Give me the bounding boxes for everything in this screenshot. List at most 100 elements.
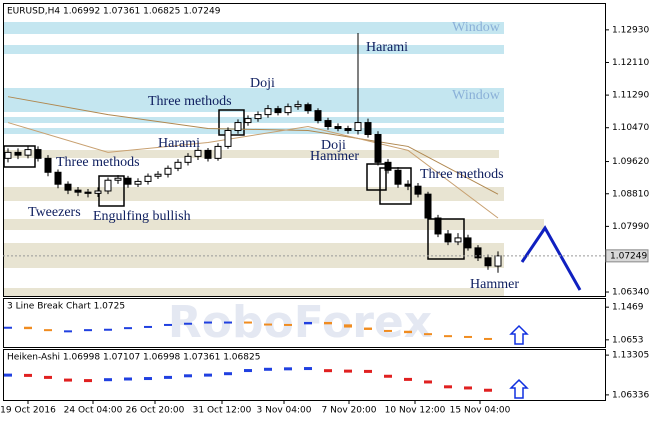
candle-body (174, 161, 182, 169)
line-break-brick (304, 321, 312, 325)
candle-body (204, 149, 212, 159)
candle-body (284, 106, 292, 114)
pattern-annotation: Hammer (310, 149, 359, 164)
candle-body (124, 177, 132, 185)
heiken-ashi-bar (284, 367, 292, 371)
line-break-brick (364, 327, 372, 330)
candle-body (254, 114, 262, 120)
heiken-ashi-bar (64, 378, 72, 382)
candle-body (44, 157, 52, 173)
heiken-ashi-bar (164, 375, 172, 379)
candle-body (24, 149, 32, 156)
x-tick-label: 19 Oct 2016 (0, 406, 56, 416)
pattern-annotation: Window (452, 20, 501, 35)
y-tick-label: 1.06336 (612, 390, 649, 400)
line-break-brick (204, 321, 212, 324)
candle-body (324, 120, 332, 128)
candle-body (274, 108, 282, 114)
candle-body (364, 122, 372, 135)
candle-body (314, 110, 322, 122)
moving-average (7, 96, 499, 195)
panel-title: 3 Line Break Chart 1.0725 (7, 302, 125, 312)
heiken-ashi-bar (264, 367, 272, 371)
x-tick-label: 10 Nov 12:00 (385, 406, 446, 416)
x-tick-label: 24 Oct 04:00 (64, 406, 123, 416)
line-break-brick (404, 330, 412, 334)
candle-body (454, 237, 462, 243)
candle-body (164, 167, 172, 175)
candle-body (304, 104, 312, 112)
x-tick-label: 15 Nov 04:00 (450, 406, 511, 416)
heiken-ashi-bar (124, 377, 132, 381)
y-tick-label: 1.11290 (612, 91, 649, 101)
line-break-brick (224, 321, 232, 324)
heiken-ashi-bar (224, 372, 232, 376)
y-tick-label: 1.13305 (612, 351, 649, 361)
pattern-annotation: Window (452, 88, 501, 103)
y-tick-label: 1.0653 (612, 335, 644, 345)
panel-title: EURUSD,H4 1.06992 1.07361 1.06825 1.0724… (7, 7, 221, 17)
candle-body (214, 145, 222, 159)
heiken-ashi-bar (324, 369, 332, 373)
line-break-brick (424, 333, 432, 336)
pattern-annotation: Three methods (148, 94, 232, 109)
line-break-brick (44, 329, 52, 332)
heiken-ashi-bar (44, 375, 52, 379)
current-price-box (605, 249, 649, 263)
candle-body (74, 189, 82, 193)
panel-title: Heiken-Ashi 1.06998 1.07107 1.06998 1.07… (7, 353, 260, 363)
candle-body (334, 126, 342, 130)
y-tick-label: 1.12110 (612, 58, 649, 68)
candle-body (104, 179, 112, 192)
heiken-ashi-bar (344, 369, 352, 373)
pattern-annotation: Hammer (470, 277, 519, 292)
pattern-annotation: Harami (158, 136, 200, 151)
line-break-brick (164, 323, 172, 326)
candle-body (54, 171, 62, 185)
line-break-brick (24, 326, 32, 330)
candle-body (414, 185, 422, 195)
heiken-ashi-bar (244, 369, 252, 373)
heiken-ashi-bar (304, 367, 312, 371)
pattern-annotation: Three methods (420, 167, 504, 182)
candle-body (394, 169, 402, 185)
line-break-brick (464, 335, 472, 338)
line-break-brick (64, 330, 72, 333)
candle-body (384, 161, 392, 171)
candle-body (144, 175, 152, 182)
candle-body (154, 173, 162, 177)
forecast-arrow (520, 225, 582, 291)
heiken-ashi-bar (424, 380, 432, 384)
heiken-ashi-bar (464, 386, 472, 390)
candle-body (94, 190, 102, 194)
heiken-ashi-bar (144, 377, 152, 381)
candle-body (404, 183, 412, 187)
pattern-annotation: Three methods (56, 155, 140, 170)
heiken-ashi-bar (364, 369, 372, 373)
candle-body (494, 255, 502, 267)
signal-arrows (509, 324, 529, 399)
candle-body (294, 104, 302, 108)
y-tick-label: 1.08810 (612, 189, 649, 199)
line-break-brick (444, 335, 452, 338)
line-break-brick (184, 322, 192, 325)
moving-average (7, 122, 499, 219)
y-tick-label: 1.1469 (612, 303, 644, 313)
heiken-ashi-bar (484, 388, 492, 392)
candle-body (434, 217, 442, 235)
candle-body (464, 237, 472, 249)
pattern-annotation: Doji (321, 138, 346, 153)
heiken-ashi-bar (444, 385, 452, 389)
candle-body (374, 133, 382, 163)
candle-body (84, 191, 92, 194)
y-tick-label: 1.10470 (612, 123, 649, 133)
pattern-annotation: Doji (250, 76, 275, 91)
heiken-ashi-bar (4, 373, 12, 377)
heiken-ashi-bar (184, 374, 192, 378)
candle-body (444, 233, 452, 243)
y-tick-label: 1.07990 (612, 222, 649, 232)
line-break-brick (324, 321, 332, 325)
candle-body (14, 151, 22, 156)
heiken-ashi-bar (104, 378, 112, 382)
